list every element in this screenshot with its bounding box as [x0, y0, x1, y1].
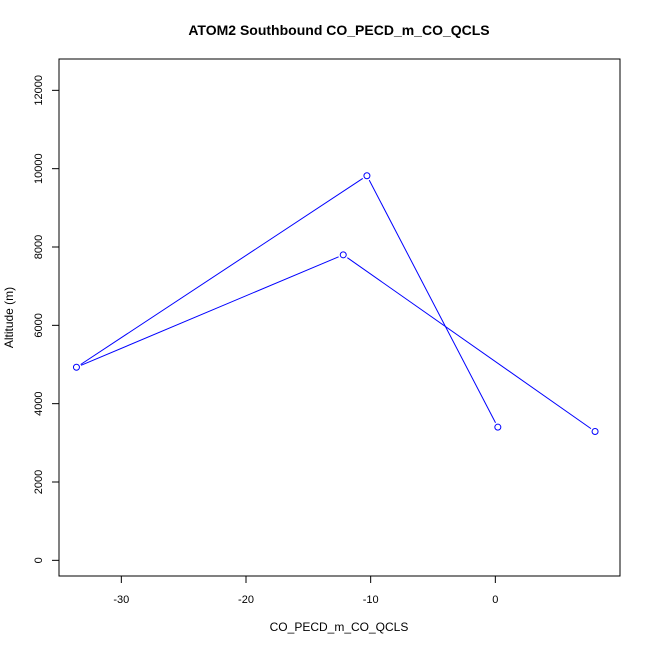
data-point: [363, 172, 371, 180]
y-tick-label: 10000: [33, 153, 45, 184]
series-segment: [368, 179, 496, 423]
data-point: [339, 251, 347, 259]
y-axis: 0 2000 4000 6000 8000 10000 12000: [33, 75, 60, 563]
y-tick-label: 4000: [33, 391, 45, 415]
plot-frame: [58, 58, 621, 577]
series-segment: [347, 257, 592, 430]
y-tick-label: 8000: [33, 235, 45, 259]
x-tick-label: 0: [492, 594, 498, 606]
series-segment: [80, 256, 339, 366]
y-tick-label: 6000: [33, 313, 45, 337]
y-tick-label: 12000: [33, 75, 45, 106]
y-tick-label: 2000: [33, 470, 45, 494]
data-point: [494, 423, 502, 431]
y-tick-label: 0: [33, 557, 45, 563]
data-point: [591, 427, 599, 435]
series-segment: [80, 178, 364, 365]
y-axis-label: Altitude (m): [2, 287, 16, 348]
x-tick-label: -20: [238, 594, 254, 606]
x-axis-label: CO_PECD_m_CO_QCLS: [270, 620, 409, 634]
chart-title: ATOM2 Southbound CO_PECD_m_CO_QCLS: [188, 22, 489, 38]
x-tick-label: -10: [363, 594, 379, 606]
x-tick-label: -30: [113, 594, 129, 606]
data-point: [72, 363, 80, 371]
series-layer: [72, 172, 599, 435]
x-axis: -30 -20 -10 0: [113, 575, 498, 606]
